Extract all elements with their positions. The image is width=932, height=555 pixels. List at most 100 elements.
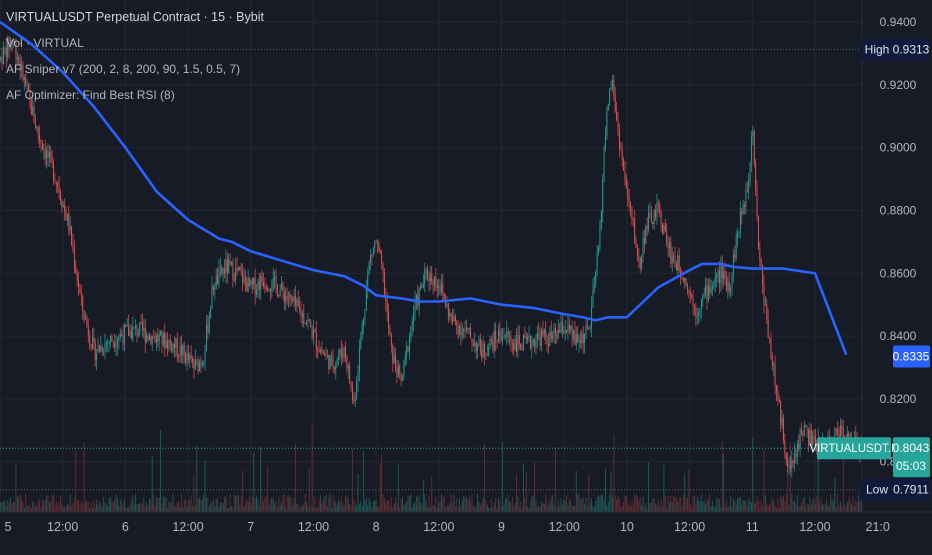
volume-bar [371,507,373,512]
indicator-sniper[interactable]: AF Sniper v7 (200, 2, 8, 200, 90, 1.5, 0… [6,62,241,76]
volume-bar [189,500,191,512]
volume-bar [396,503,398,512]
volume-bar [150,499,152,512]
volume-bar [781,497,783,512]
volume-bar [39,499,41,512]
chart-title[interactable]: VIRTUALUSDT Perpetual Contract · 15 · By… [6,10,264,24]
volume-bar [215,499,217,512]
candle-body [771,356,773,366]
candle-body [452,316,454,321]
candle-body [410,326,412,339]
candle-body [2,48,4,64]
candle-body [185,353,187,364]
volume-bar [288,495,289,512]
volume-bar [297,503,299,512]
candle-body [247,278,249,292]
volume-bar [735,503,737,512]
volume-bar [712,500,714,512]
indicator-volume[interactable]: Vol · VIRTUAL [6,36,84,50]
volume-bar [787,462,789,512]
candle-body [839,425,841,438]
volume-bar [160,429,162,512]
volume-bar [269,500,271,512]
candle-body [585,325,587,334]
candle-body [812,435,814,446]
candle-body [692,297,694,306]
candle-body [331,355,333,357]
volume-bar [497,497,499,512]
volume-bar [258,506,260,512]
candle-body [542,330,544,336]
volume-bar [199,497,200,512]
candle-body [478,339,480,344]
candle-body [766,304,768,320]
volume-bar [310,505,312,512]
candle-body [37,126,39,136]
candle-body [717,270,719,275]
volume-bar [482,497,484,512]
candle-body [446,303,448,307]
volume-bar [481,502,483,512]
indicator-optimizer[interactable]: AF Optimizer: Find Best RSI (8) [6,88,175,102]
candle-body [664,225,666,231]
candle-body [721,265,723,279]
volume-bar [15,462,17,512]
candle-body [192,358,194,363]
candle-body [275,276,277,285]
volume-bar [59,495,61,512]
candle-body [279,290,281,296]
candle-body [570,325,572,330]
candle-body [100,346,102,352]
volume-bar [636,496,638,512]
candle-body [470,328,472,339]
candle-body [11,40,13,42]
time-tick-label: 12:00 [423,520,454,534]
candle-body [304,322,306,324]
volume-bar [421,504,423,512]
volume-bar [823,505,825,512]
volume-bar [442,498,444,512]
candle-body [296,299,298,306]
candle-body [635,242,637,248]
candle-body [383,272,385,298]
candle-body [773,364,775,366]
candle-body [552,334,554,339]
candle-body [550,331,552,339]
candle-body [730,288,732,292]
volume-bar [335,502,337,512]
volume-bar [844,504,846,512]
volume-bar [153,495,155,512]
time-axis[interactable]: 5 12:00 6 12:00 7 12:00 8 12:00 9 12:00 10 12:00 11 1… [0,511,932,534]
candle-body [189,355,191,360]
time-tick-label: 12:00 [799,520,830,534]
volume-bar [617,495,619,512]
candle-body [86,317,88,326]
volume-bar [408,495,410,512]
volume-bar [107,506,109,512]
candle-body [695,307,697,318]
candle-body [404,354,406,360]
candle-body [283,291,285,302]
volume-bar [82,503,84,512]
candle-body [393,354,395,364]
candle-body [26,85,28,87]
volume-bar [51,495,53,512]
volume-bar [75,447,77,512]
volume-bar [509,501,511,512]
volume-bar [201,499,203,512]
volume-bar [55,500,57,512]
candle-body [566,329,568,333]
volume-bar [757,499,759,512]
candle-body [577,333,579,343]
candle-body [439,286,441,293]
volume-bar [625,495,627,512]
volume-bar [834,477,836,512]
candle-body [59,192,61,201]
candle-body [301,313,303,317]
candle-body [769,338,771,339]
volume-bar [598,495,600,512]
candle-body [104,343,106,353]
volume-bar [256,495,258,512]
